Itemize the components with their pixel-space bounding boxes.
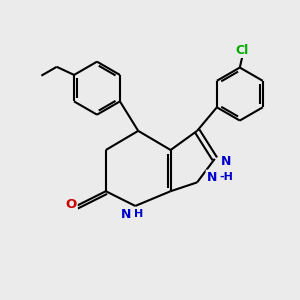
Text: N: N <box>221 155 232 168</box>
Text: O: O <box>65 198 77 211</box>
Text: H: H <box>134 209 143 219</box>
Text: -H: -H <box>220 172 233 182</box>
Text: N: N <box>121 208 132 221</box>
Text: N: N <box>207 171 217 184</box>
Text: Cl: Cl <box>236 44 249 57</box>
